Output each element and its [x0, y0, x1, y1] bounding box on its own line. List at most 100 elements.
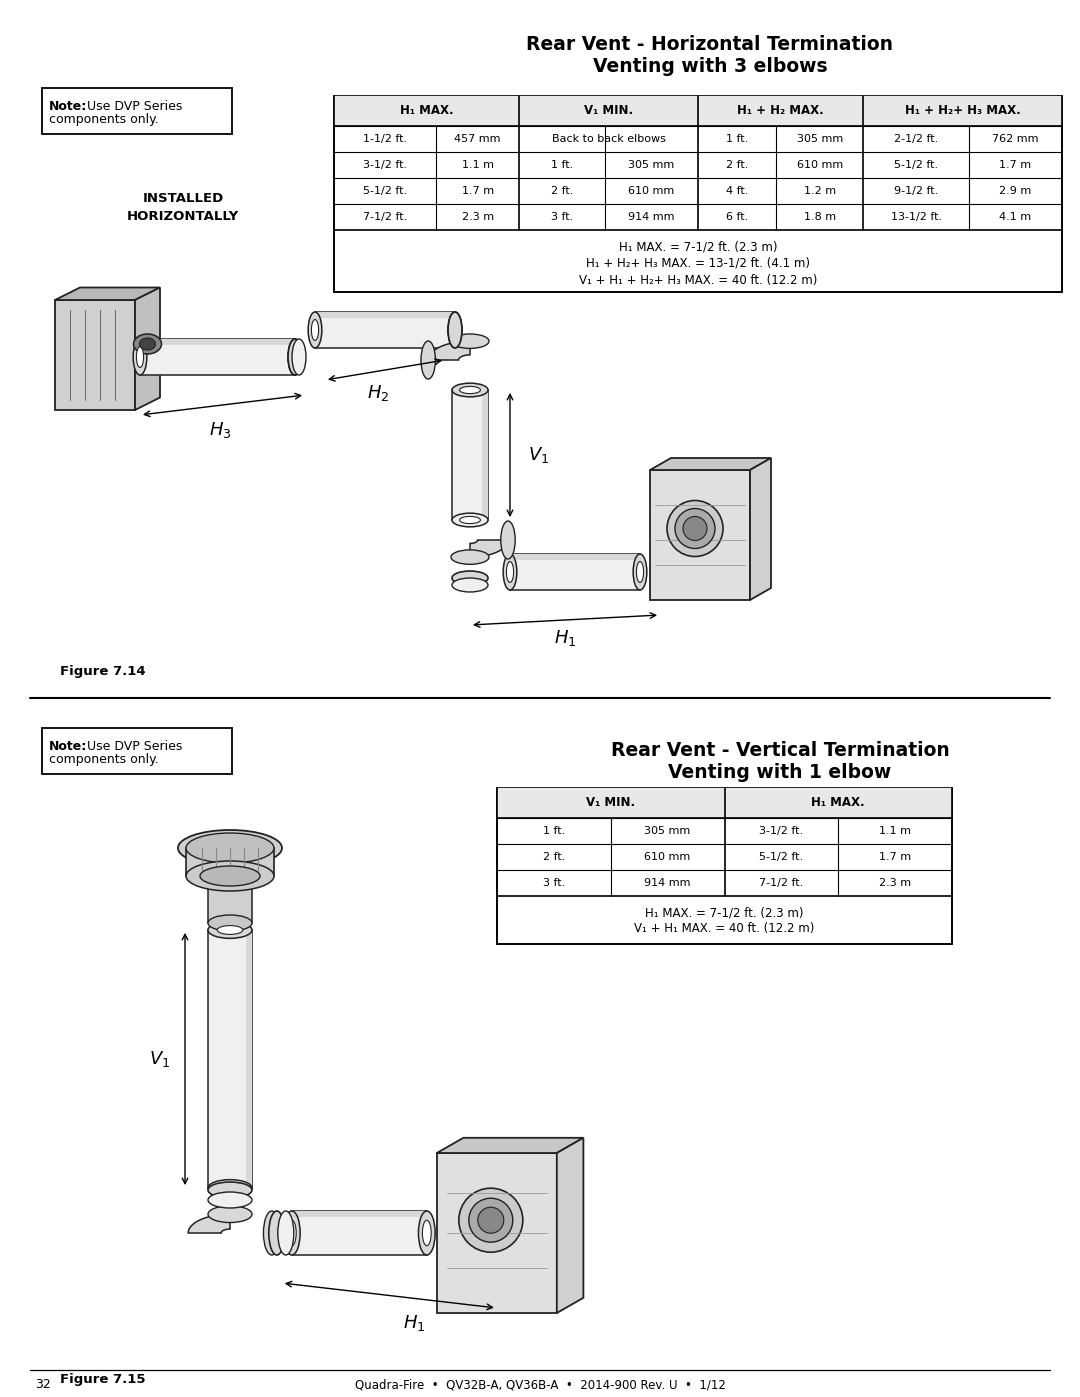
- Polygon shape: [55, 300, 135, 409]
- Text: 13-1/2 ft.: 13-1/2 ft.: [891, 212, 942, 222]
- Polygon shape: [208, 888, 252, 923]
- Ellipse shape: [133, 339, 147, 374]
- Polygon shape: [470, 541, 508, 557]
- Ellipse shape: [453, 571, 488, 585]
- Text: $H_1$: $H_1$: [554, 629, 577, 648]
- Text: components only.: components only.: [49, 753, 159, 766]
- Ellipse shape: [186, 861, 274, 891]
- Polygon shape: [650, 458, 771, 469]
- Polygon shape: [55, 288, 160, 300]
- Ellipse shape: [139, 338, 156, 351]
- Text: 610 mm: 610 mm: [797, 161, 843, 170]
- Polygon shape: [140, 339, 295, 374]
- Ellipse shape: [311, 320, 319, 341]
- Ellipse shape: [633, 555, 647, 590]
- Text: Venting with 1 elbow: Venting with 1 elbow: [669, 763, 892, 781]
- Text: Note:: Note:: [49, 739, 87, 753]
- Text: 610 mm: 610 mm: [629, 186, 675, 196]
- Ellipse shape: [217, 1183, 243, 1193]
- Ellipse shape: [453, 513, 488, 527]
- Polygon shape: [188, 1214, 230, 1234]
- Text: V₁ MIN.: V₁ MIN.: [586, 796, 635, 809]
- Text: 7-1/2 ft.: 7-1/2 ft.: [759, 877, 804, 888]
- Polygon shape: [292, 1211, 427, 1217]
- Ellipse shape: [264, 1211, 280, 1255]
- Ellipse shape: [460, 517, 481, 524]
- Polygon shape: [510, 555, 640, 590]
- Text: 32: 32: [35, 1379, 51, 1391]
- Text: 1.1 m: 1.1 m: [461, 161, 494, 170]
- Ellipse shape: [507, 562, 514, 583]
- Text: H₁ MAX. = 7-1/2 ft. (2.3 m): H₁ MAX. = 7-1/2 ft. (2.3 m): [619, 240, 778, 253]
- Text: Use DVP Series: Use DVP Series: [83, 739, 183, 753]
- Ellipse shape: [448, 312, 462, 348]
- Ellipse shape: [453, 383, 488, 397]
- Text: 2.9 m: 2.9 m: [999, 186, 1031, 196]
- Polygon shape: [140, 339, 295, 345]
- Ellipse shape: [683, 517, 707, 541]
- Ellipse shape: [501, 521, 515, 559]
- Ellipse shape: [283, 1211, 300, 1255]
- Text: H₁ + H₂ MAX.: H₁ + H₂ MAX.: [738, 105, 824, 117]
- Ellipse shape: [178, 830, 282, 866]
- Polygon shape: [315, 312, 455, 319]
- Text: 1.1 m: 1.1 m: [879, 826, 912, 835]
- Text: 4 ft.: 4 ft.: [726, 186, 748, 196]
- Text: Use DVP Series: Use DVP Series: [83, 99, 183, 113]
- Ellipse shape: [459, 1189, 523, 1252]
- Ellipse shape: [308, 312, 322, 348]
- Ellipse shape: [421, 341, 435, 379]
- Text: 1.7 m: 1.7 m: [999, 161, 1031, 170]
- Text: 3-1/2 ft.: 3-1/2 ft.: [363, 161, 407, 170]
- Text: 3 ft.: 3 ft.: [543, 877, 565, 888]
- Polygon shape: [650, 469, 750, 599]
- Text: H₁ MAX.: H₁ MAX.: [811, 796, 865, 809]
- Text: Figure 7.14: Figure 7.14: [60, 665, 146, 679]
- Text: 5-1/2 ft.: 5-1/2 ft.: [363, 186, 407, 196]
- Text: 2-1/2 ft.: 2-1/2 ft.: [894, 134, 939, 144]
- Ellipse shape: [269, 1211, 285, 1255]
- Text: 305 mm: 305 mm: [645, 826, 691, 835]
- Text: 5-1/2 ft.: 5-1/2 ft.: [894, 161, 939, 170]
- Polygon shape: [453, 390, 488, 520]
- Text: Back to back elbows: Back to back elbows: [552, 134, 665, 144]
- Ellipse shape: [288, 339, 301, 374]
- Text: 762 mm: 762 mm: [993, 134, 1039, 144]
- Text: $V_1$: $V_1$: [149, 1049, 170, 1069]
- Ellipse shape: [292, 346, 298, 367]
- Ellipse shape: [208, 1179, 252, 1196]
- Ellipse shape: [208, 1192, 252, 1208]
- Text: 1.7 m: 1.7 m: [879, 852, 912, 862]
- Ellipse shape: [636, 562, 644, 583]
- Text: Quadra-Fire  •  QV32B-A, QV36B-A  •  2014-900 Rev. U  •  1/12: Quadra-Fire • QV32B-A, QV36B-A • 2014-90…: [354, 1379, 726, 1391]
- Text: $V_1$: $V_1$: [528, 446, 550, 465]
- Ellipse shape: [451, 320, 459, 341]
- Text: H₁ MAX.: H₁ MAX.: [400, 105, 454, 117]
- Text: 914 mm: 914 mm: [629, 212, 675, 222]
- Polygon shape: [135, 288, 160, 409]
- Text: 1.8 m: 1.8 m: [804, 212, 836, 222]
- Text: H₁ MAX. = 7-1/2 ft. (2.3 m): H₁ MAX. = 7-1/2 ft. (2.3 m): [645, 907, 804, 919]
- Text: Rear Vent - Vertical Termination: Rear Vent - Vertical Termination: [610, 740, 949, 760]
- Ellipse shape: [667, 500, 723, 556]
- Ellipse shape: [418, 1211, 435, 1255]
- Polygon shape: [208, 930, 252, 1187]
- Text: V₁ + H₁ + H₂+ H₃ MAX. = 40 ft. (12.2 m): V₁ + H₁ + H₂+ H₃ MAX. = 40 ft. (12.2 m): [579, 274, 818, 286]
- Text: 1 ft.: 1 ft.: [551, 161, 573, 170]
- Text: 3 ft.: 3 ft.: [551, 212, 573, 222]
- Text: $H_3$: $H_3$: [208, 420, 231, 440]
- Ellipse shape: [208, 915, 252, 930]
- Text: 305 mm: 305 mm: [629, 161, 675, 170]
- Ellipse shape: [451, 334, 489, 348]
- Text: Venting with 3 elbows: Venting with 3 elbows: [593, 56, 827, 75]
- Bar: [42, 728, 232, 774]
- Text: 914 mm: 914 mm: [645, 877, 691, 888]
- Ellipse shape: [477, 1207, 503, 1234]
- Text: 2.3 m: 2.3 m: [879, 877, 912, 888]
- Text: 1 ft.: 1 ft.: [543, 826, 565, 835]
- Polygon shape: [436, 1137, 583, 1153]
- Ellipse shape: [278, 1211, 294, 1255]
- Polygon shape: [482, 390, 488, 520]
- Text: 610 mm: 610 mm: [645, 852, 691, 862]
- Ellipse shape: [217, 926, 243, 935]
